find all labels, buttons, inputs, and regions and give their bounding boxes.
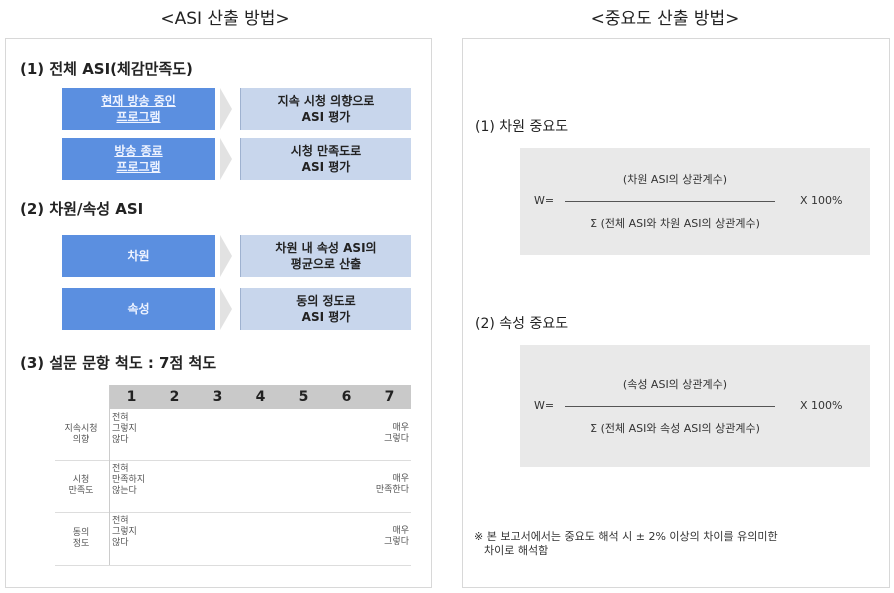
section-title: (2) 차원/속성 ASI bbox=[20, 200, 144, 218]
footnote: ※ 본 보고서에서는 중요도 해석 시 ± 2% 이상의 차이를 유의미한 차이로… bbox=[474, 530, 874, 558]
column-number: 7 bbox=[384, 389, 395, 405]
low-line: 않다 bbox=[112, 538, 129, 548]
column-number: 6 bbox=[341, 389, 352, 405]
arrow bbox=[220, 235, 232, 277]
method-box: 시청 만족도로 ASI 평가 bbox=[240, 138, 411, 180]
importance-panel bbox=[462, 38, 890, 588]
multiplier: X 100% bbox=[800, 399, 843, 412]
high-line: 매우 bbox=[392, 474, 409, 484]
section-title: (3) 설문 문항 척도 : 7점 척도 bbox=[20, 354, 217, 372]
box-text: 프로그램 bbox=[116, 110, 161, 124]
section-title: (1) 차원 중요도 bbox=[475, 119, 569, 135]
method-box: 차원 bbox=[62, 235, 215, 277]
formula-lhs: W= bbox=[534, 194, 555, 207]
scale-low: 전혀 그렇지 않다 bbox=[112, 516, 172, 549]
column-number: 4 bbox=[255, 389, 266, 405]
row-line bbox=[55, 565, 411, 566]
low-line: 전혀 bbox=[112, 516, 129, 526]
row-label: 시청 만족도 bbox=[55, 460, 107, 512]
low-line: 않다 bbox=[112, 435, 129, 445]
label-divider bbox=[109, 385, 110, 565]
box-text: 동의 정도로 bbox=[296, 294, 356, 308]
section-title: (2) 속성 중요도 bbox=[475, 316, 569, 332]
arrow bbox=[220, 288, 232, 330]
box-text: 시청 만족도로 bbox=[290, 144, 362, 158]
asi-panel bbox=[5, 38, 432, 588]
arrow bbox=[220, 138, 232, 180]
heading: <ASI 산출 방법> bbox=[160, 9, 290, 29]
high-line: 그렇다 bbox=[384, 434, 409, 444]
label-line: 의향 bbox=[72, 434, 90, 445]
box-text: 차원 bbox=[127, 249, 150, 263]
denominator: Σ (전체 ASI와 차원 ASI의 상관계수) bbox=[590, 217, 760, 230]
scale-low: 전혀 만족하지 않는다 bbox=[112, 464, 172, 497]
low-line: 전혀 bbox=[112, 464, 129, 474]
column-number: 5 bbox=[298, 389, 309, 405]
row-line bbox=[55, 460, 411, 461]
low-line: 전혀 bbox=[112, 413, 129, 423]
denominator: Σ (전체 ASI와 속성 ASI의 상관계수) bbox=[590, 422, 760, 435]
high-line: 매우 bbox=[392, 423, 409, 433]
formula-lhs: W= bbox=[534, 399, 555, 412]
box-text: ASI 평가 bbox=[301, 160, 351, 174]
note-line: 차이로 해석함 bbox=[484, 544, 549, 557]
high-line: 매우 bbox=[392, 526, 409, 536]
row-label: 동의 정도 bbox=[55, 512, 107, 565]
box-text: ASI 평가 bbox=[301, 110, 351, 124]
column-number: 1 bbox=[126, 389, 137, 405]
scale-high: 매우 만족한다 bbox=[349, 474, 409, 496]
label-line: 만족도 bbox=[68, 486, 94, 496]
label-line: 시청 bbox=[72, 475, 90, 485]
multiplier: X 100% bbox=[800, 194, 843, 207]
box-text: 평균으로 산출 bbox=[290, 257, 362, 271]
method-box: 지속 시청 의향으로 ASI 평가 bbox=[240, 88, 411, 130]
table-header bbox=[110, 385, 411, 409]
box-text: ASI 평가 bbox=[301, 310, 351, 324]
low-line: 않는다 bbox=[112, 486, 137, 496]
scale-low: 전혀 그렇지 않다 bbox=[112, 413, 172, 446]
box-text: 프로그램 bbox=[116, 160, 161, 174]
box-text: 차원 내 속성 ASI의 bbox=[275, 241, 377, 255]
note-line: ※ 본 보고서에서는 중요도 해석 시 ± 2% 이상의 차이를 유의미한 bbox=[474, 530, 778, 543]
low-line: 그렇지 bbox=[112, 424, 137, 434]
box-text: 현재 방송 중인 bbox=[101, 94, 176, 108]
low-line: 만족하지 bbox=[112, 475, 146, 485]
label-line: 지속시청 bbox=[64, 423, 98, 434]
section-title: (1) 전체 ASI(체감만족도) bbox=[20, 60, 193, 78]
numerator: (속성 ASI의 상관계수) bbox=[622, 378, 728, 391]
row-label: 지속시청 의향 bbox=[55, 409, 107, 460]
box-text: 속성 bbox=[127, 302, 150, 316]
low-line: 그렇지 bbox=[112, 527, 137, 537]
heading: <중요도 산출 방법> bbox=[590, 9, 740, 29]
label-line: 동의 bbox=[72, 527, 90, 538]
box-text: 방송 종료 bbox=[114, 144, 163, 158]
high-line: 만족한다 bbox=[375, 485, 409, 495]
scale-high: 매우 그렇다 bbox=[349, 526, 409, 548]
fraction-line bbox=[565, 406, 775, 407]
fraction-line bbox=[565, 201, 775, 202]
column-number: 3 bbox=[212, 389, 223, 405]
row-line bbox=[55, 512, 411, 513]
scale-high: 매우 그렇다 bbox=[349, 423, 409, 445]
numerator: (차원 ASI의 상관계수) bbox=[622, 173, 728, 186]
arrow bbox=[220, 88, 232, 130]
high-line: 그렇다 bbox=[384, 537, 409, 547]
label-line: 정도 bbox=[72, 538, 90, 549]
box-text: 지속 시청 의향으로 bbox=[277, 94, 375, 108]
method-box: 속성 bbox=[62, 288, 215, 330]
method-box: 동의 정도로 ASI 평가 bbox=[240, 288, 411, 330]
column-number: 2 bbox=[169, 389, 180, 405]
